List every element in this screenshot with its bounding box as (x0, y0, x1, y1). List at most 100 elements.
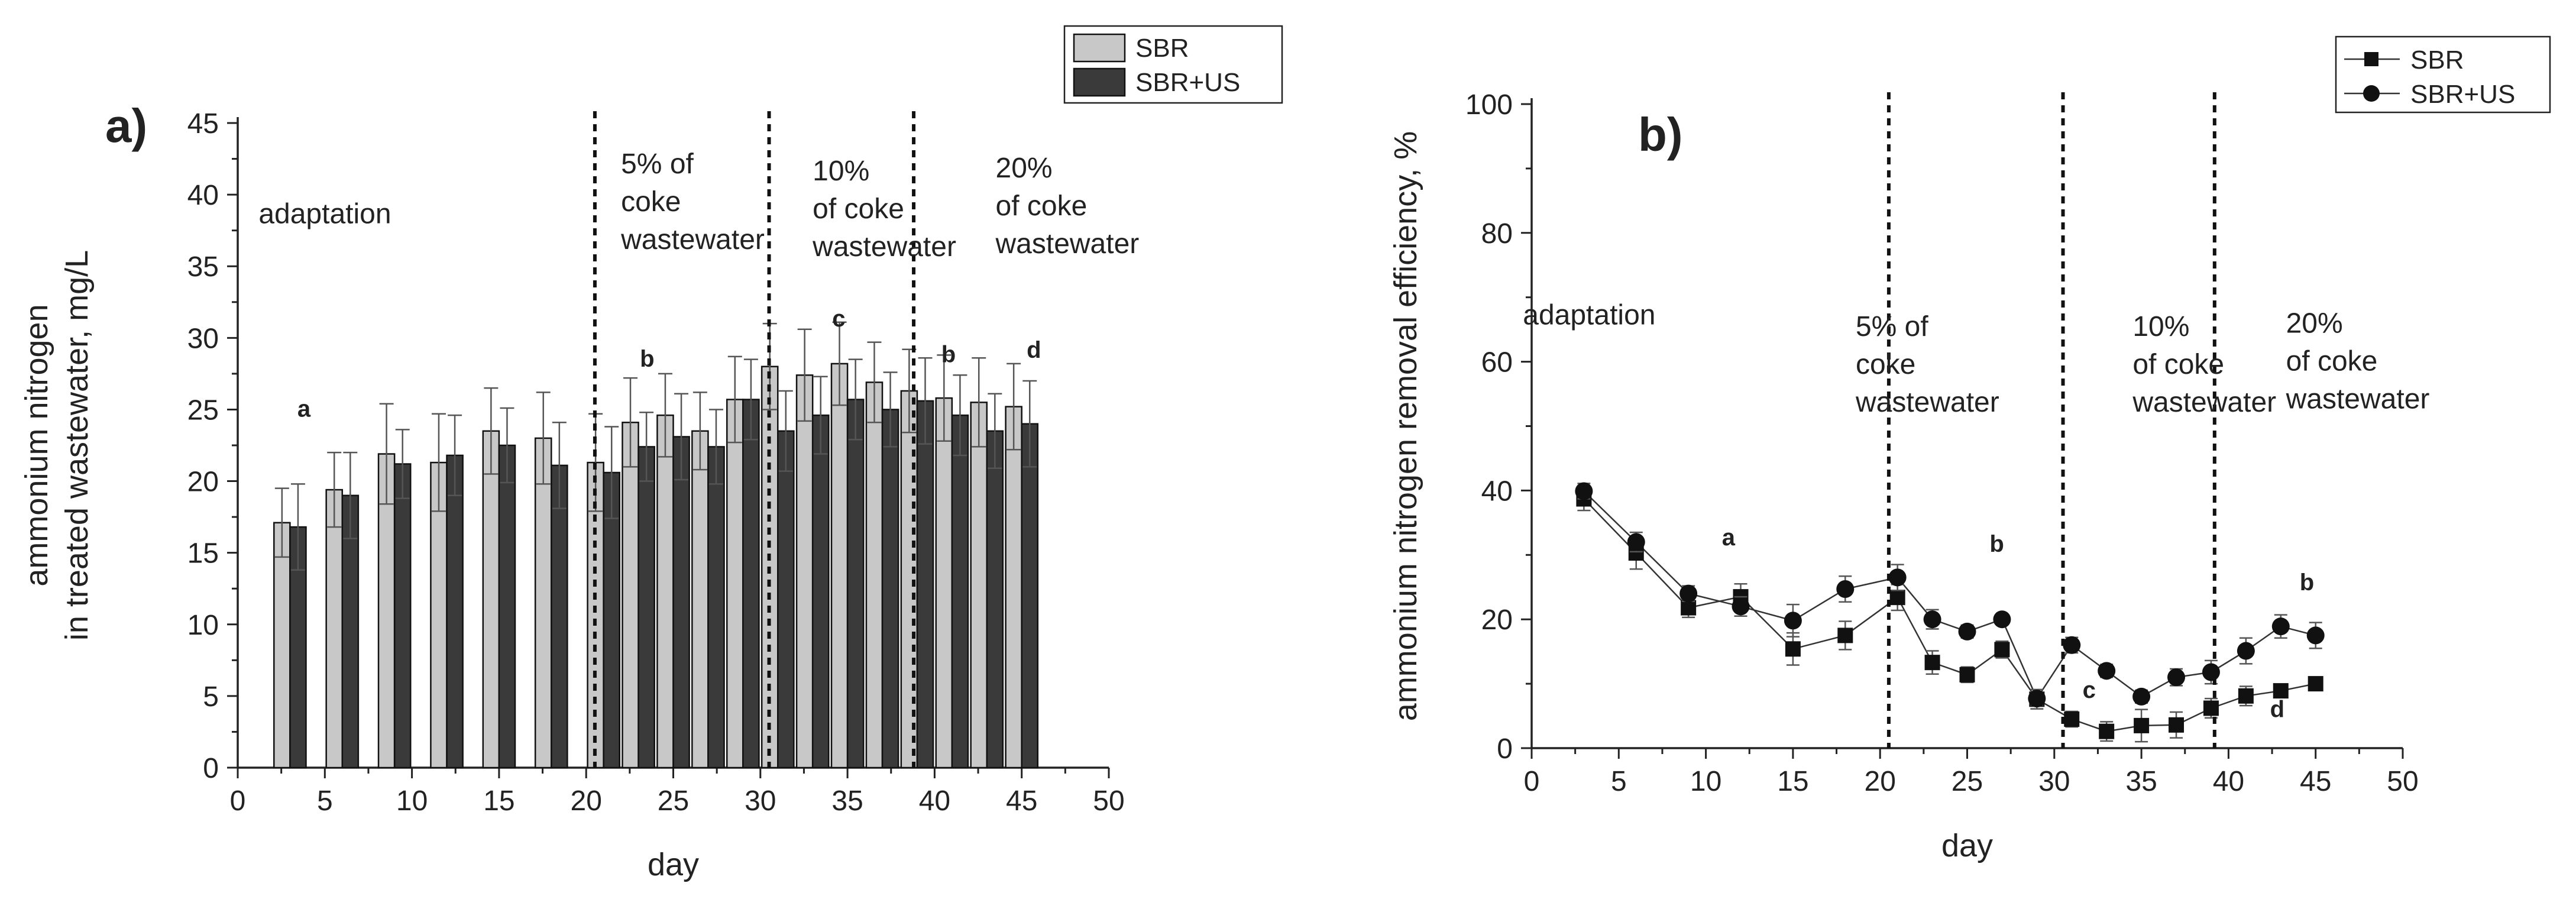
x-tick-label: 25 (658, 785, 689, 817)
bar-sbr-us (777, 430, 795, 769)
phase-annotation: 20% (2286, 308, 2343, 339)
phase-annotation: adaptation (1523, 299, 1655, 331)
y-tick-label: 45 (187, 108, 219, 140)
bar-sbr (273, 522, 291, 769)
x-tick-label: 45 (1006, 785, 1037, 817)
x-tick-label: 25 (1952, 766, 1983, 797)
phase-annotation: of coke (813, 193, 904, 225)
data-point-sbr (2169, 717, 2185, 733)
legend-label: SBR+US (2410, 80, 2515, 109)
x-tick-label: 20 (1865, 766, 1896, 797)
data-point-sbr (1681, 600, 1697, 616)
phase-annotation: wastewater (812, 231, 956, 263)
significance-letter: c (832, 306, 845, 332)
bar-sbr-us (846, 399, 865, 769)
x-axis-title: day (1941, 828, 1993, 863)
data-point-sbr (2273, 683, 2289, 699)
x-tick-label: 10 (1690, 766, 1721, 797)
panel-label: b) (1638, 108, 1683, 161)
phase-annotation: wastewater (2286, 384, 2430, 415)
bar-sbr (1005, 406, 1022, 769)
bar-sbr-us (446, 454, 464, 769)
bar-sbr (865, 381, 884, 769)
data-point-sbr (2238, 688, 2254, 704)
x-tick-label: 30 (745, 785, 776, 817)
data-point-sbr (2308, 676, 2323, 692)
significance-letter: b (640, 346, 654, 372)
x-tick-label: 10 (396, 785, 428, 817)
bar-sbr-us (881, 409, 899, 769)
data-point-sbr-us (1923, 610, 1941, 629)
data-point-sbr-us (2202, 663, 2220, 681)
data-point-sbr (1889, 590, 1905, 606)
x-tick-label: 50 (2387, 766, 2418, 797)
y-tick-label: 5 (203, 681, 219, 713)
data-point-sbr-us (1679, 584, 1698, 603)
chart-panel-b: 0 5 10 15 20 25 30 35 40 45 50 0 20 40 60 80 100 day ammon… (1388, 35, 2551, 863)
phase-annotation: wastewater (620, 224, 765, 255)
phase-annotation: wastewater (995, 228, 1140, 260)
data-point-sbr-us (1575, 482, 1593, 500)
data-point-sbr (1924, 655, 1940, 671)
y-axis-title: ammonium nitrogen (19, 304, 54, 586)
bar-sbr (935, 397, 953, 769)
data-point-sbr-us (2237, 642, 2255, 660)
y-tick-label: 20 (187, 467, 219, 498)
chart-panel-a: 0 5 10 15 20 25 30 35 40 45 50051015202530354045da… (19, 25, 1283, 882)
significance-letter: d (2270, 697, 2284, 723)
legend: SBR SBR+US (2335, 35, 2551, 114)
y-tick-label: 40 (1481, 475, 1513, 507)
bar-sbr-us (637, 446, 655, 769)
significance-letter: d (1027, 337, 1041, 363)
bar-sbr (830, 363, 849, 769)
phase-annotation: wastewater (2132, 387, 2276, 418)
x-tick-label: 5 (1611, 766, 1627, 797)
bar-sbr-us (1021, 423, 1039, 769)
y-tick-label: 35 (187, 251, 219, 283)
data-point-sbr (2203, 700, 2219, 716)
bar-sbr (534, 437, 552, 769)
y-tick-label: 30 (187, 323, 219, 354)
bar-sbr-us (341, 494, 360, 769)
phase-annotation: of coke (996, 190, 1088, 222)
bar-sbr-us (916, 400, 934, 769)
x-tick-label: 20 (571, 785, 602, 817)
x-tick-label: 40 (919, 785, 950, 817)
legend-swatch-sbr (1073, 33, 1126, 63)
y-tick-label: 25 (187, 394, 219, 426)
bar-sbr (656, 414, 674, 769)
x-tick-label: 5 (317, 785, 333, 817)
data-point-sbr-us (2271, 617, 2290, 636)
legend: SBR SBR+US (1063, 25, 1283, 104)
bar-sbr (622, 421, 639, 769)
y-tick-label: 60 (1481, 347, 1513, 379)
data-point-sbr-us (1888, 568, 1907, 587)
data-point-sbr (1785, 641, 1801, 657)
bar-sbr-us (672, 436, 690, 769)
y-axis-title: ammonium nitrogen removal efficiency, % (1388, 131, 1423, 721)
legend-marker-circle (2363, 85, 2380, 102)
phase-annotation: of coke (2132, 349, 2224, 380)
significance-letter: b (941, 342, 956, 368)
data-point-sbr-us (1993, 610, 2011, 629)
data-point-sbr (1837, 627, 1853, 643)
legend-marker-square (2364, 52, 2378, 66)
data-point-sbr-us (1627, 533, 1645, 551)
phase-annotation: wastewater (1855, 387, 1999, 418)
x-tick-label: 30 (2038, 766, 2070, 797)
data-point-sbr-us (2167, 668, 2186, 687)
x-tick-label: 0 (1524, 766, 1540, 797)
data-point-sbr (1994, 642, 2010, 658)
y-tick-label: 20 (1481, 604, 1513, 636)
bar-sbr-us (707, 446, 725, 769)
data-point-sbr-us (2306, 626, 2325, 645)
bar-sbr-us (393, 463, 412, 769)
data-point-sbr (2099, 723, 2115, 739)
data-point-sbr-us (1784, 612, 1802, 630)
bar-sbr-us (986, 430, 1004, 769)
data-point-sbr-us (2063, 636, 2081, 654)
legend-label: SBR+US (1135, 68, 1240, 97)
x-tick-label: 35 (831, 785, 863, 817)
bar-sbr-us (811, 414, 830, 769)
